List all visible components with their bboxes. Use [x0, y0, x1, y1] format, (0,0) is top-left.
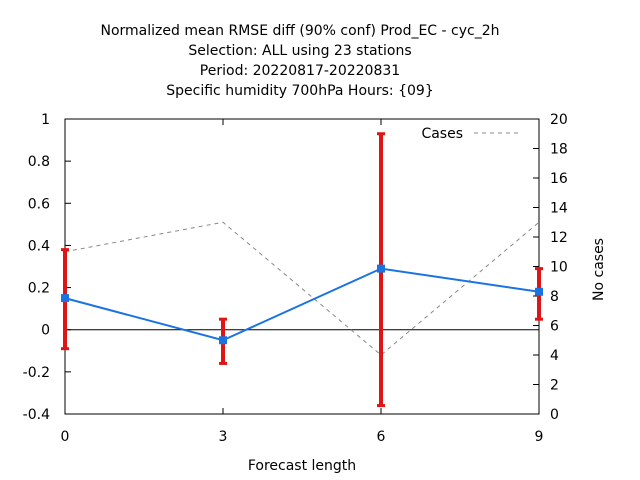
cases-line	[64, 221, 540, 356]
series-group	[61, 132, 543, 408]
title-line-3: Specific humidity 700hPa Hours: {09}	[166, 83, 433, 99]
y-tick-label: 0.4	[28, 238, 50, 254]
x-axis-label: Forecast length	[248, 458, 356, 474]
data-point	[219, 336, 227, 345]
y2-tick-label: 20	[550, 112, 568, 128]
y-tick-label: -0.2	[23, 365, 50, 381]
y2-tick-label: 12	[550, 230, 568, 246]
y-axis-left: -0.4 -0.2 0 0.2 0.4 0.6 0.8 1	[23, 112, 71, 423]
data-point	[377, 264, 385, 273]
rmse-diff-line	[64, 267, 540, 342]
y2-tick-label: 0	[550, 407, 559, 423]
chart-title: Normalized mean RMSE diff (90% conf) Pro…	[101, 23, 500, 99]
data-point	[535, 287, 543, 296]
x-tick-label: 6	[377, 429, 386, 445]
y-tick-label: 0.8	[28, 154, 50, 170]
y-tick-label: -0.4	[23, 407, 50, 423]
y2-tick-label: 14	[550, 201, 568, 217]
y-tick-label: 0.6	[28, 196, 50, 212]
y-tick-label: 0	[41, 323, 50, 339]
y2-tick-label: 8	[550, 289, 559, 305]
x-tick-label: 9	[535, 429, 544, 445]
y2-tick-label: 2	[550, 378, 559, 394]
y2-tick-label: 18	[550, 142, 568, 158]
y2-tick-label: 16	[550, 171, 568, 187]
legend-label-cases: Cases	[421, 126, 463, 142]
legend: Cases	[421, 126, 522, 142]
x-tick-label: 3	[219, 429, 228, 445]
data-point	[61, 294, 69, 303]
x-axis: 0 3 6 9	[61, 119, 544, 445]
title-line-0: Normalized mean RMSE diff (90% conf) Pro…	[101, 23, 500, 39]
y2-tick-label: 6	[550, 319, 559, 335]
y-tick-label: 1	[41, 112, 50, 128]
y-axis-right: 0 2 4 6 8 10 12 14 16 18 20	[533, 112, 568, 423]
title-line-2: Period: 20220817-20220831	[200, 63, 400, 79]
title-line-1: Selection: ALL using 23 stations	[188, 43, 411, 59]
y2-tick-label: 4	[550, 348, 559, 364]
plot-frame	[64, 118, 540, 415]
y2-axis-label: No cases	[591, 238, 607, 301]
y2-tick-label: 10	[550, 260, 568, 276]
x-tick-label: 0	[61, 429, 70, 445]
y-tick-label: 0.2	[28, 281, 50, 297]
